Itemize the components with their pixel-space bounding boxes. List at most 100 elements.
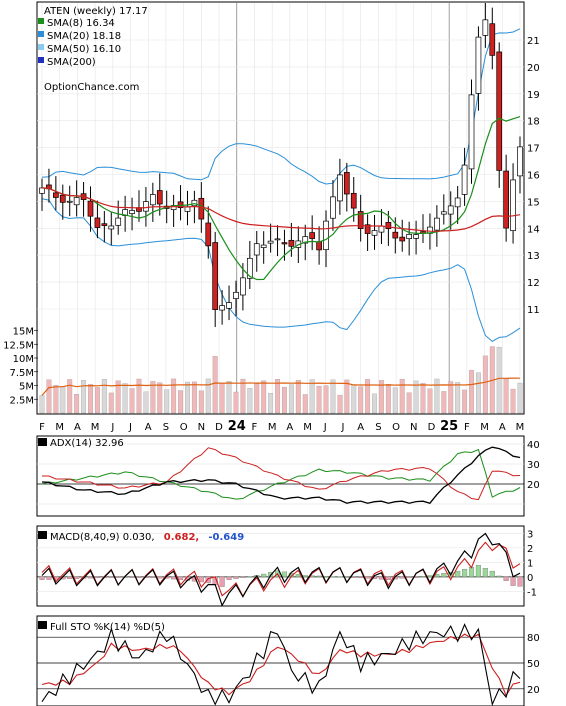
volume-tick-label: 15M <box>13 327 34 338</box>
candle-body <box>378 225 385 233</box>
volume-bar <box>351 384 357 414</box>
legend-swatch <box>38 44 44 50</box>
macd-hist-bar <box>462 569 468 578</box>
candle-body <box>212 242 219 310</box>
macd-hist-bar <box>233 576 239 579</box>
macd-hist-bar <box>46 576 52 580</box>
volume-bar <box>178 390 184 414</box>
volume-bar <box>365 379 371 414</box>
macd-hist-bar <box>94 576 100 579</box>
candle-body <box>94 217 101 228</box>
sto-panel: 20 50 80 Full STO %K(14) %D(5) <box>36 615 540 706</box>
macd-hist-bar <box>281 571 288 578</box>
macd-hist-bar <box>198 576 204 583</box>
svg-text:MACD(8,40,9) 0.030, 0.68: MACD(8,40,9) 0.030, 0.682, -0.649 <box>50 532 244 543</box>
macd-hist-value: -0.649 <box>208 532 244 543</box>
volume-bar <box>517 382 523 414</box>
volume-bar <box>67 379 73 414</box>
macd-hist-bar <box>475 565 481 578</box>
candle-body <box>434 217 440 231</box>
macd-hist-bar <box>468 567 475 578</box>
macd-hist-bar <box>365 576 371 579</box>
candle-body <box>205 222 212 247</box>
price-panel: 2.5M 5M 7.5M 10M 12.5M 15M 11 12 13 14 15 16 17 18 19… <box>3 1 540 415</box>
volume-bar <box>268 393 274 414</box>
x-tick-label: O <box>392 422 400 433</box>
legend-swatch <box>38 18 44 24</box>
candle-body <box>517 146 523 177</box>
legend-swatch <box>38 57 44 63</box>
macd-hist-bar <box>157 576 163 579</box>
volume-bar <box>302 394 308 414</box>
volume-bar <box>226 381 232 414</box>
x-tick-label: N <box>198 422 205 433</box>
candle-body <box>371 230 378 236</box>
bollinger-lower <box>41 198 521 343</box>
volume-bar <box>136 378 142 414</box>
macd-tick-label: 1 <box>527 558 533 569</box>
sto-k-line <box>41 623 521 706</box>
x-tick-label: J <box>323 422 327 433</box>
candle-body <box>454 197 461 208</box>
volume-bar <box>434 378 440 414</box>
volume-bar <box>441 391 447 414</box>
sto-frame <box>36 615 525 706</box>
volume-tick-label: 2.5M <box>9 395 34 406</box>
volume-bar <box>60 386 66 414</box>
volume-bar <box>39 395 45 414</box>
candle-body <box>226 302 232 309</box>
adx-tick-label: 30 <box>527 460 540 471</box>
x-tick-label: J <box>128 422 132 433</box>
candle-body <box>267 240 274 244</box>
volume-bar <box>115 380 121 414</box>
candle-body <box>330 196 336 219</box>
volume-bar <box>46 379 52 414</box>
volume-bar <box>212 356 218 414</box>
macd-hist-bar <box>39 576 45 580</box>
candle-body <box>108 225 115 230</box>
volume-bar <box>510 388 516 414</box>
x-tick-label: F <box>252 422 258 433</box>
plus-di-line <box>41 448 521 500</box>
adx-swatch <box>38 438 47 446</box>
volume-bar <box>101 379 107 414</box>
candle-body <box>357 211 364 229</box>
candle-body <box>149 194 156 206</box>
candle-body <box>156 190 163 205</box>
candle-body <box>274 238 281 241</box>
macd-hist-bar <box>115 576 121 578</box>
x-tick-label: D <box>215 422 223 433</box>
price-tick-label: 13 <box>527 251 540 262</box>
x-tick-label: N <box>410 422 417 433</box>
macd-hist-bar <box>399 576 405 579</box>
volume-bar <box>358 386 364 414</box>
volume-bar <box>344 379 350 414</box>
x-tick-label: O <box>180 422 188 433</box>
x-tick-label: A <box>74 422 81 433</box>
sto-swatch <box>38 621 47 629</box>
macd-hist-bar <box>171 576 177 580</box>
volume-tick-label: 5M <box>19 382 34 393</box>
candle-body <box>198 197 205 220</box>
x-tick-label: M <box>55 422 64 433</box>
x-tick-label: S <box>375 422 381 433</box>
legend-label: SMA(20) 18.18 <box>47 31 121 42</box>
macd-hist-bar <box>517 576 523 587</box>
adx-tick-label: 20 <box>527 480 540 491</box>
price-tick-label: 15 <box>527 197 540 208</box>
volume-bar <box>392 387 398 414</box>
macd-hist-bar <box>351 576 357 578</box>
volume-bar <box>143 391 149 414</box>
bollinger-upper <box>41 28 521 185</box>
sto-d-line <box>41 633 521 697</box>
volume-bar <box>205 378 211 414</box>
candle-body <box>413 234 419 239</box>
candle-body <box>281 242 288 245</box>
macd-line <box>41 532 521 607</box>
volume-bar <box>462 389 468 414</box>
ticker-label: ATEN (weekly) 17.17 <box>44 6 148 17</box>
volume-bar <box>406 392 412 414</box>
volume-bar <box>413 380 419 414</box>
macd-hist-bar <box>136 576 142 578</box>
macd-hist-bar <box>406 576 412 578</box>
